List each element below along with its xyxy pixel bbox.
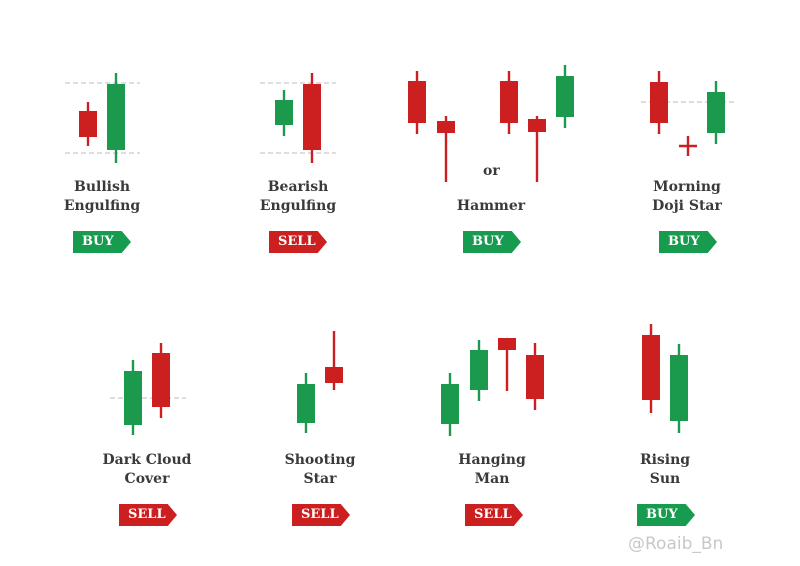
label-line: Rising [639,452,691,468]
bearish-candle [437,121,455,133]
label-line: Bullish [73,179,131,195]
bullish-candle [107,84,125,150]
bullish-candle [275,100,293,125]
label-line: Shooting [284,452,356,468]
watermark-text: @Roaib_Bn [628,534,724,554]
pattern-label-morning-doji-star: Morning Doji Star [607,178,767,216]
label-line: Star [303,471,337,487]
pattern-label-bearish-engulfing: Bearish Engulfing [218,178,378,216]
bearish-candle [650,82,668,123]
label-line: Dark Cloud [102,452,192,468]
bearish-candle [325,367,343,383]
bullish-candle [297,384,315,423]
bearish-candle [498,338,516,350]
label-line: Sun [649,471,681,487]
pattern-label-shooting-star: Shooting Star [240,451,400,489]
bullish-candle [556,76,574,117]
label-line: Man [474,471,510,487]
label-line: Doji Star [652,198,722,214]
label-line: Morning [653,179,721,195]
bullish-candle [124,371,142,425]
bullish-candle [707,92,725,133]
bearish-candle [528,119,546,132]
pattern-label-rising-sun: Rising Sun [585,451,745,489]
pattern-label-hammer: Hammer [411,197,571,216]
bearish-candle [303,84,321,150]
signal-tag-sell: SELL [465,504,523,526]
label-line: Engulfing [259,198,337,214]
signal-tag-sell: SELL [292,504,350,526]
bullish-candle [470,350,488,390]
signal-tag-buy: BUY [73,231,131,253]
bearish-candle [526,355,544,399]
pattern-label-hanging-man: Hanging Man [412,451,572,489]
bearish-candle [500,81,518,123]
signal-tag-buy: BUY [637,504,695,526]
pattern-label-bullish-engulfing: Bullish Engulfing [22,178,182,216]
label-line: Bearish [267,179,329,195]
bearish-candle [408,81,426,123]
bullish-candle [441,384,459,424]
signal-tag-sell: SELL [119,504,177,526]
bearish-candle [79,111,97,137]
bearish-candle [152,353,170,407]
signal-tag-sell: SELL [269,231,327,253]
signal-tag-buy: BUY [659,231,717,253]
bullish-candle [670,355,688,421]
label-line: Hammer [456,198,526,214]
label-line: Engulfing [63,198,141,214]
bearish-candle [642,335,660,400]
or-text: or [483,163,500,179]
pattern-label-dark-cloud-cover: Dark Cloud Cover [67,451,227,489]
label-line: Hanging [458,452,526,468]
label-line: Cover [124,471,170,487]
signal-tag-buy: BUY [463,231,521,253]
